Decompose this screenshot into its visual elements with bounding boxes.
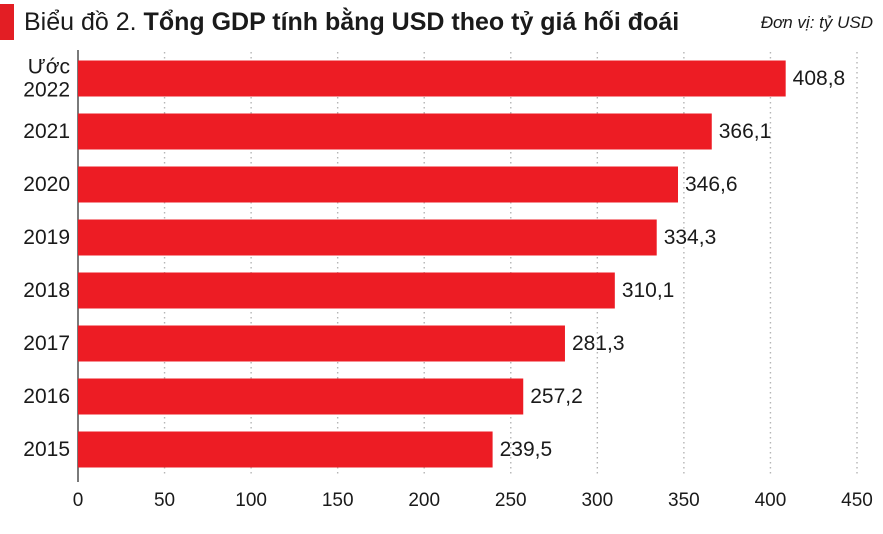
bars xyxy=(78,60,786,468)
chart-title-prefix: Biểu đồ 2. xyxy=(24,8,137,36)
value-label-6: 257,2 xyxy=(530,385,583,408)
bar-4 xyxy=(78,272,615,309)
bar-5 xyxy=(78,325,565,362)
category-label-0-1: 2022 xyxy=(23,79,70,102)
value-labels: 408,8 366,1 346,6 334,3 310,1 281,3 257,2 239,5 xyxy=(500,67,846,461)
title-accent-bar xyxy=(0,4,14,40)
value-label-3: 334,3 xyxy=(664,226,717,249)
value-label-7: 239,5 xyxy=(500,438,553,461)
category-label-1-0: 2021 xyxy=(23,120,70,143)
x-tick-label-300: 300 xyxy=(581,490,613,511)
x-tick-label-250: 250 xyxy=(495,490,527,511)
x-tick-label-100: 100 xyxy=(235,490,267,511)
bar-7 xyxy=(78,431,493,468)
bar-2 xyxy=(78,166,679,203)
category-label-3-0: 2019 xyxy=(23,226,70,249)
bar-0 xyxy=(78,60,786,97)
category-label-0-0: Ước xyxy=(28,56,70,79)
category-label-7-0: 2015 xyxy=(23,438,70,461)
x-tick-label-350: 350 xyxy=(668,490,700,511)
unit-label: Đơn vị: tỷ USD xyxy=(760,13,873,32)
value-label-0: 408,8 xyxy=(793,67,846,90)
x-tick-label-400: 400 xyxy=(755,490,787,511)
category-label-5-0: 2017 xyxy=(23,332,70,355)
x-tick-label-200: 200 xyxy=(408,490,440,511)
chart-header: Biểu đồ 2. Tổng GDP tính bằng USD theo t… xyxy=(0,0,883,44)
x-tick-labels: 0 50 100 150 200 250 300 350 400 450 xyxy=(73,490,873,511)
bar-3 xyxy=(78,219,657,256)
value-label-1: 366,1 xyxy=(719,120,772,143)
bar-6 xyxy=(78,378,524,415)
value-label-4: 310,1 xyxy=(622,279,675,302)
x-tick-label-150: 150 xyxy=(322,490,354,511)
x-tick-label-0: 0 xyxy=(73,490,84,511)
chart-title-main: Tổng GDP tính bằng USD theo tỷ giá hối đ… xyxy=(143,8,680,36)
chart-title: Biểu đồ 2. Tổng GDP tính bằng USD theo t… xyxy=(24,7,679,37)
x-tick-label-450: 450 xyxy=(841,490,873,511)
x-tick-label-50: 50 xyxy=(154,490,175,511)
category-label-2-0: 2020 xyxy=(23,173,70,196)
value-label-5: 281,3 xyxy=(572,332,625,355)
category-label-4-0: 2018 xyxy=(23,279,70,302)
value-label-2: 346,6 xyxy=(685,173,738,196)
category-label-6-0: 2016 xyxy=(23,385,70,408)
bar-1 xyxy=(78,113,712,150)
